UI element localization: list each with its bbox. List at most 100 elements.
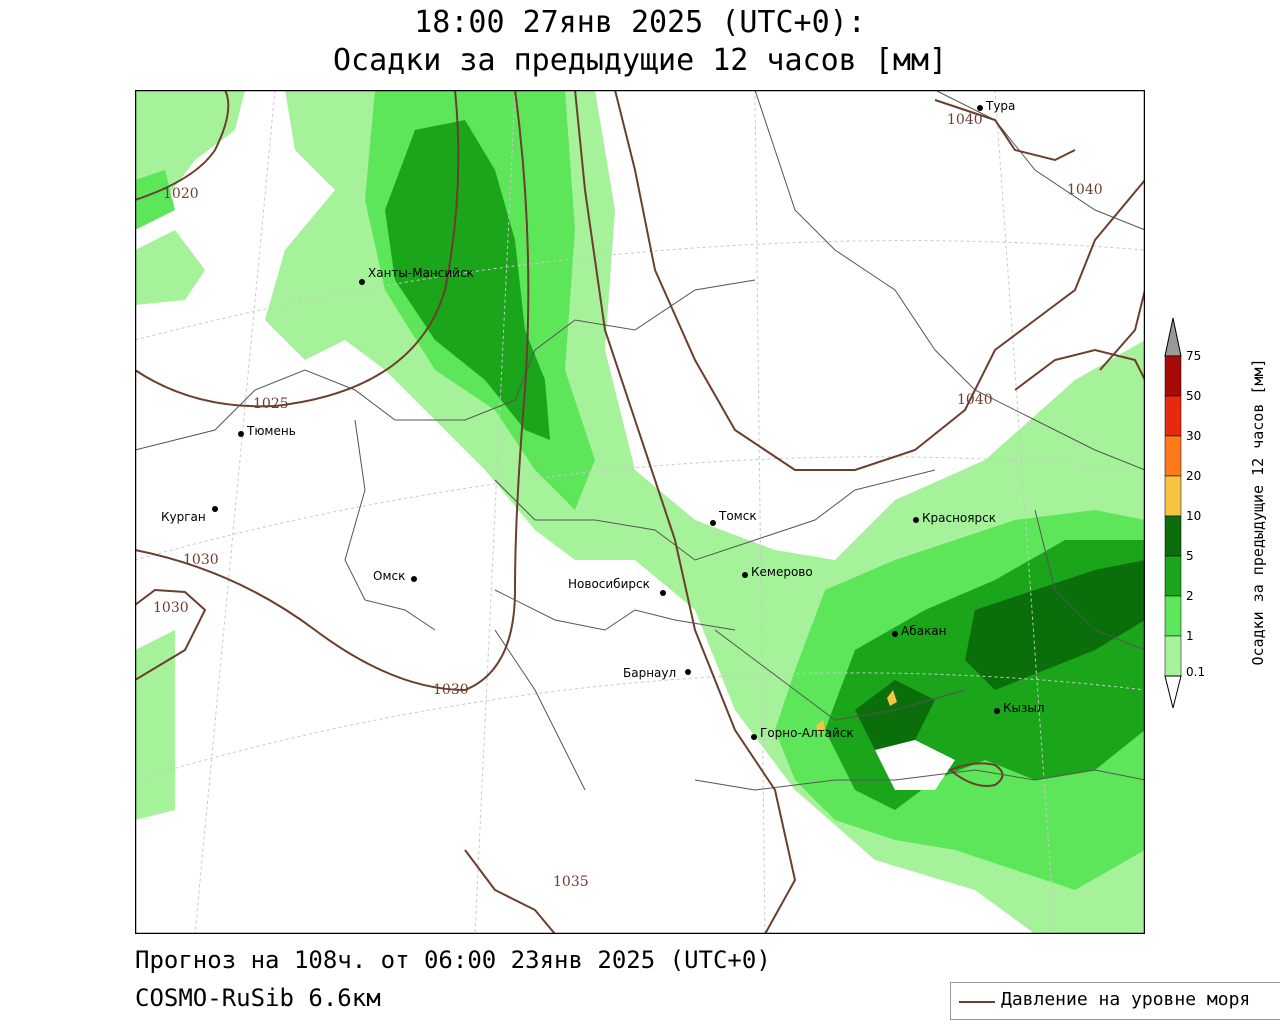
city-dot	[994, 708, 1000, 714]
border	[934, 90, 1145, 231]
colorbar-tick: 75	[1186, 349, 1201, 363]
map-title-line-2: Осадки за предыдущие 12 часов [мм]	[332, 43, 948, 78]
colorbar-tick: 1	[1186, 629, 1194, 643]
graticule	[135, 90, 1145, 934]
precip-light-southwest	[135, 630, 175, 820]
border	[344, 419, 436, 631]
isobar-label: 1030	[153, 600, 189, 616]
colorbar-tick: 0.1	[1186, 665, 1205, 679]
city-label: Кемерово	[751, 565, 813, 579]
precip-very-heavy-altai	[855, 680, 935, 750]
isobar-line	[948, 762, 1004, 787]
city-dot	[238, 431, 244, 437]
isobar-legend-label: Давление на уровне моря	[1001, 989, 1251, 1010]
isobar-legend-line	[959, 1001, 995, 1003]
colorbar-tick: 30	[1186, 429, 1201, 443]
city-dot	[660, 590, 666, 596]
graticule-line	[135, 456, 1145, 561]
precipitation-layer	[135, 90, 1145, 934]
isobar-label: 1040	[957, 392, 993, 408]
city-label: Абакан	[901, 624, 946, 638]
colorbar-tick: 10	[1186, 509, 1201, 523]
isobar-label: 1035	[553, 874, 589, 890]
precipitation-map: 1020 1025 1030 1030 1030 1035 1040 1040 …	[135, 90, 1145, 934]
graticule-line	[474, 90, 516, 934]
isobar-line	[464, 849, 556, 934]
isobar-line	[934, 99, 1076, 162]
isobar-line	[574, 90, 797, 934]
border	[135, 369, 516, 451]
isobar-label: 1020	[163, 186, 199, 202]
graticule-line	[754, 90, 766, 934]
map-frame	[135, 90, 1145, 934]
colorbar-bin	[1164, 595, 1182, 637]
isobar-line	[135, 90, 530, 692]
colorbar-bottom-arrow	[1164, 675, 1182, 709]
isobar-line	[1014, 348, 1145, 391]
precipitation-colorbar: 75 50 30 20 10 5 2 1 0.1	[1164, 317, 1205, 709]
colorbar-bin	[1164, 395, 1182, 437]
graticule-line	[135, 240, 1145, 341]
isobar-legend: Давление на уровне моря	[950, 982, 1280, 1020]
city-dot	[977, 105, 983, 111]
city-label: Новосибирск	[568, 577, 650, 591]
city-label: Кызыл	[1003, 701, 1045, 715]
city-label: Тура	[985, 99, 1015, 113]
cities: Тура Ханты-Мансийск Тюмень Курган Омск Н…	[161, 99, 1045, 740]
colorbar-title: Осадки за предыдущие 12 часов [мм]	[1249, 358, 1267, 666]
city-dot	[742, 572, 748, 578]
colorbar-bin	[1164, 635, 1182, 677]
map-title-line-1: 18:00 27янв 2025 (UTC+0):	[414, 5, 866, 40]
precip-very-heavy-southeast	[965, 560, 1145, 690]
precip-max-spot-2	[816, 720, 825, 734]
border	[494, 629, 586, 791]
colorbar-top-arrow	[1164, 317, 1182, 357]
city-label: Красноярск	[922, 511, 996, 525]
border	[694, 769, 1145, 791]
city-dot	[685, 669, 691, 675]
graticule-line	[135, 672, 1145, 781]
colorbar-bin	[1164, 435, 1182, 477]
precip-gap	[875, 740, 955, 790]
city-dot	[913, 517, 919, 523]
isobar-labels: 1020 1025 1030 1030 1030 1035 1040 1040 …	[153, 112, 1103, 890]
city-dot	[710, 520, 716, 526]
colorbar-tick: 20	[1186, 469, 1201, 483]
isobar-label: 1040	[947, 112, 983, 128]
precip-light-west-strip	[135, 230, 205, 305]
colorbar-bin	[1164, 475, 1182, 517]
isobar-label: 1040	[1067, 182, 1103, 198]
city-label: Омск	[373, 569, 405, 583]
colorbar-bin	[1164, 555, 1182, 597]
city-label: Ханты-Мансийск	[368, 266, 474, 280]
city-label: Горно-Алтайск	[760, 726, 854, 740]
colorbar-bin	[1164, 355, 1182, 397]
colorbar-tick: 5	[1186, 549, 1194, 563]
isobar-line	[1099, 289, 1145, 371]
border	[714, 629, 966, 721]
city-label: Тюмень	[246, 424, 296, 438]
isobar-label: 1025	[253, 396, 289, 412]
isobars	[135, 90, 1145, 934]
region-borders	[135, 90, 1145, 791]
colorbar-tick: 50	[1186, 389, 1201, 403]
isobar-line	[614, 90, 1145, 471]
precip-max-spot-1	[887, 690, 897, 706]
border	[1034, 509, 1145, 651]
colorbar-tick: 2	[1186, 589, 1194, 603]
precip-moderate-west-edge	[135, 170, 175, 230]
isobar-line	[135, 588, 207, 681]
border	[754, 90, 836, 251]
model-name: COSMO-RuSib 6.6км	[135, 984, 381, 1012]
city-label: Барнаул	[623, 666, 676, 680]
city-dot	[359, 279, 365, 285]
forecast-info: Прогноз на 108ч. от 06:00 23янв 2025 (UT…	[135, 946, 771, 974]
colorbar-bin	[1164, 515, 1182, 557]
city-dot	[411, 576, 417, 582]
isobar-line	[135, 90, 460, 408]
city-label: Курган	[161, 510, 206, 524]
border	[494, 469, 936, 561]
isobar-label: 1030	[433, 682, 469, 698]
isobar-line	[135, 90, 230, 201]
isobar-label: 1030	[183, 552, 219, 568]
